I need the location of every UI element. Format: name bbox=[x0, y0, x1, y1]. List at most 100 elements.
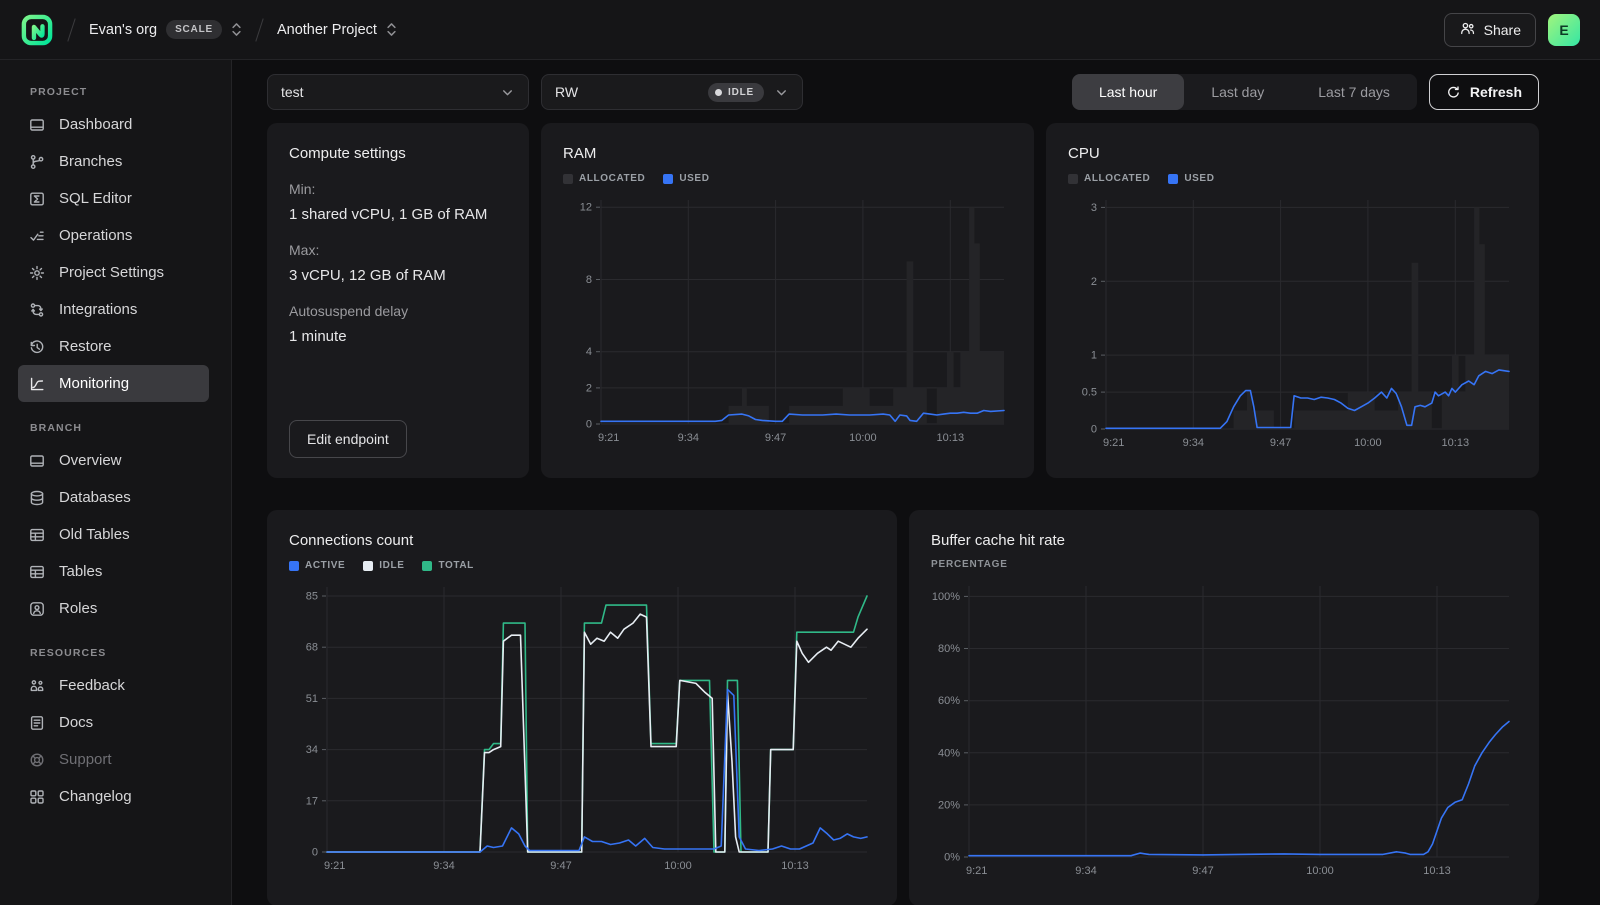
sidebar-section-title: RESOURCES bbox=[30, 647, 107, 659]
svg-text:10:00: 10:00 bbox=[1354, 437, 1382, 449]
min-value: 1 shared vCPU, 1 GB of RAM bbox=[289, 206, 488, 223]
legend-item-used: USED bbox=[1168, 173, 1214, 184]
table-icon bbox=[28, 563, 46, 581]
sidebar-item-integrations[interactable]: Integrations bbox=[18, 291, 209, 328]
sidebar-item-support[interactable]: Support bbox=[18, 741, 209, 778]
feedback-icon bbox=[28, 677, 46, 695]
svg-text:10:13: 10:13 bbox=[1423, 865, 1451, 877]
sidebar-item-restore[interactable]: Restore bbox=[18, 328, 209, 365]
overview-icon bbox=[28, 452, 46, 470]
edit-endpoint-button[interactable]: Edit endpoint bbox=[289, 420, 407, 458]
sidebar-item-changelog[interactable]: Changelog bbox=[18, 778, 209, 815]
sidebar-section-title: PROJECT bbox=[30, 86, 88, 98]
svg-text:0%: 0% bbox=[944, 852, 960, 864]
svg-text:9:34: 9:34 bbox=[678, 432, 699, 444]
svg-text:68: 68 bbox=[306, 642, 318, 654]
max-value: 3 vCPU, 12 GB of RAM bbox=[289, 267, 446, 284]
legend-swatch bbox=[563, 173, 573, 184]
legend-item-total: TOTAL bbox=[422, 560, 473, 571]
sidebar-item-label: Tables bbox=[59, 563, 103, 580]
sidebar-item-operations[interactable]: Operations bbox=[18, 217, 209, 254]
sidebar-item-label: Dashboard bbox=[59, 116, 133, 133]
svg-text:12: 12 bbox=[580, 202, 592, 214]
tab-last-day[interactable]: Last day bbox=[1211, 84, 1265, 100]
roles-icon bbox=[28, 600, 46, 618]
legend-item-allocated: ALLOCATED bbox=[1068, 173, 1150, 184]
ram-series-used bbox=[600, 409, 1005, 423]
sidebar-section-title: BRANCH bbox=[30, 422, 83, 434]
tab-last-7-days[interactable]: Last 7 days bbox=[1318, 84, 1390, 100]
svg-text:9:34: 9:34 bbox=[433, 860, 454, 872]
refresh-icon bbox=[1446, 85, 1461, 100]
svg-text:17: 17 bbox=[306, 795, 318, 807]
svg-text:10:13: 10:13 bbox=[937, 432, 965, 444]
branches-icon bbox=[28, 153, 46, 171]
chart-subtitle: PERCENTAGE bbox=[931, 559, 1008, 570]
branch-select[interactable]: test bbox=[267, 74, 529, 110]
cpu-chart-plot: 0 0.5 1 2 3 9:21 9:34 9:47 10:00 10:13 bbox=[1068, 192, 1517, 458]
sidebar-item-feedback[interactable]: Feedback bbox=[18, 667, 209, 704]
svg-text:34: 34 bbox=[306, 744, 318, 756]
sidebar-item-old-tables[interactable]: Old Tables bbox=[18, 516, 209, 553]
sidebar-item-roles[interactable]: Roles bbox=[18, 590, 209, 627]
sidebar-section-resources: RESOURCES Feedback Docs Support Changelog bbox=[0, 647, 231, 815]
legend-swatch bbox=[289, 560, 299, 571]
tab-last-hour[interactable]: Last hour bbox=[1071, 74, 1185, 110]
svg-text:9:47: 9:47 bbox=[1270, 437, 1291, 449]
refresh-label: Refresh bbox=[1469, 84, 1522, 100]
cpu-chart-svg: 0 0.5 1 2 3 9:21 9:34 9:47 10:00 10:13 bbox=[1082, 200, 1510, 449]
refresh-button[interactable]: Refresh bbox=[1428, 74, 1539, 110]
chevron-updown-icon[interactable] bbox=[386, 21, 397, 38]
buffer-cache-chart-card: Buffer cache hit rate PERCENTAGE 0% 20% 40… bbox=[909, 510, 1539, 905]
buffer-cache-chart-plot: 0% 20% 40% 60% 80% 100% 9:21 9:34 9:47 10:00 10:13 bbox=[931, 578, 1517, 886]
dashboard-icon bbox=[28, 116, 46, 134]
sidebar-item-sql-editor[interactable]: SQL Editor bbox=[18, 180, 209, 217]
user-avatar[interactable]: E bbox=[1548, 13, 1580, 46]
sidebar-item-label: Roles bbox=[59, 600, 98, 617]
legend-item-active: ACTIVE bbox=[289, 560, 345, 571]
svg-text:0: 0 bbox=[1091, 424, 1097, 436]
breadcrumb-project[interactable]: Another Project bbox=[277, 21, 397, 38]
ram-series-allocated bbox=[601, 207, 1004, 424]
share-button[interactable]: Share bbox=[1443, 12, 1536, 47]
autosuspend-label: Autosuspend delay bbox=[289, 303, 409, 319]
sidebar: PROJECT Dashboard Branches SQL Editor Operat… bbox=[0, 60, 232, 905]
breadcrumb-org[interactable]: Evan's org SCALE bbox=[89, 20, 242, 39]
legend-swatch bbox=[363, 560, 374, 571]
sidebar-item-label: Feedback bbox=[59, 677, 125, 694]
sidebar-item-dashboard[interactable]: Dashboard bbox=[18, 106, 209, 143]
connections-chart-plot: 0 17 34 51 68 85 9:21 9:34 9:47 10:00 10:13 bbox=[289, 579, 875, 886]
neon-logo[interactable] bbox=[20, 13, 54, 47]
sidebar-item-branches[interactable]: Branches bbox=[18, 143, 209, 180]
svg-text:9:34: 9:34 bbox=[1075, 865, 1096, 877]
svg-text:9:21: 9:21 bbox=[966, 865, 987, 877]
project-name: Another Project bbox=[276, 21, 377, 38]
chevron-down-icon bbox=[774, 85, 789, 100]
sidebar-item-overview[interactable]: Overview bbox=[18, 442, 209, 479]
sidebar-item-label: Support bbox=[59, 751, 112, 768]
sidebar-section-project: PROJECT Dashboard Branches SQL Editor Operat… bbox=[0, 86, 231, 402]
sidebar-item-monitoring[interactable]: Monitoring bbox=[18, 365, 209, 402]
sidebar-item-tables[interactable]: Tables bbox=[18, 553, 209, 590]
svg-text:0: 0 bbox=[312, 847, 318, 859]
sidebar-item-databases[interactable]: Databases bbox=[18, 479, 209, 516]
endpoint-select[interactable]: RW IDLE bbox=[541, 74, 803, 110]
card-title: Compute settings bbox=[289, 145, 406, 162]
connections-series-total bbox=[326, 595, 868, 853]
svg-text:51: 51 bbox=[306, 693, 318, 705]
svg-text:9:47: 9:47 bbox=[550, 860, 571, 872]
chart-legend: ALLOCATED USED bbox=[1068, 173, 1517, 184]
chevron-updown-icon[interactable] bbox=[231, 21, 242, 38]
sidebar-item-project-settings[interactable]: Project Settings bbox=[18, 254, 209, 291]
svg-text:9:47: 9:47 bbox=[1192, 865, 1213, 877]
sidebar-item-docs[interactable]: Docs bbox=[18, 704, 209, 741]
table-icon bbox=[28, 526, 46, 544]
branch-select-value: test bbox=[281, 84, 304, 100]
connections-series-idle bbox=[326, 613, 868, 853]
svg-text:0.5: 0.5 bbox=[1082, 387, 1097, 399]
svg-text:8: 8 bbox=[586, 274, 592, 286]
chart-title: RAM bbox=[563, 145, 597, 162]
share-label: Share bbox=[1483, 21, 1521, 38]
breadcrumb-divider bbox=[67, 17, 76, 42]
main-content: test RW IDLE Last hour Last day bbox=[232, 60, 1600, 905]
